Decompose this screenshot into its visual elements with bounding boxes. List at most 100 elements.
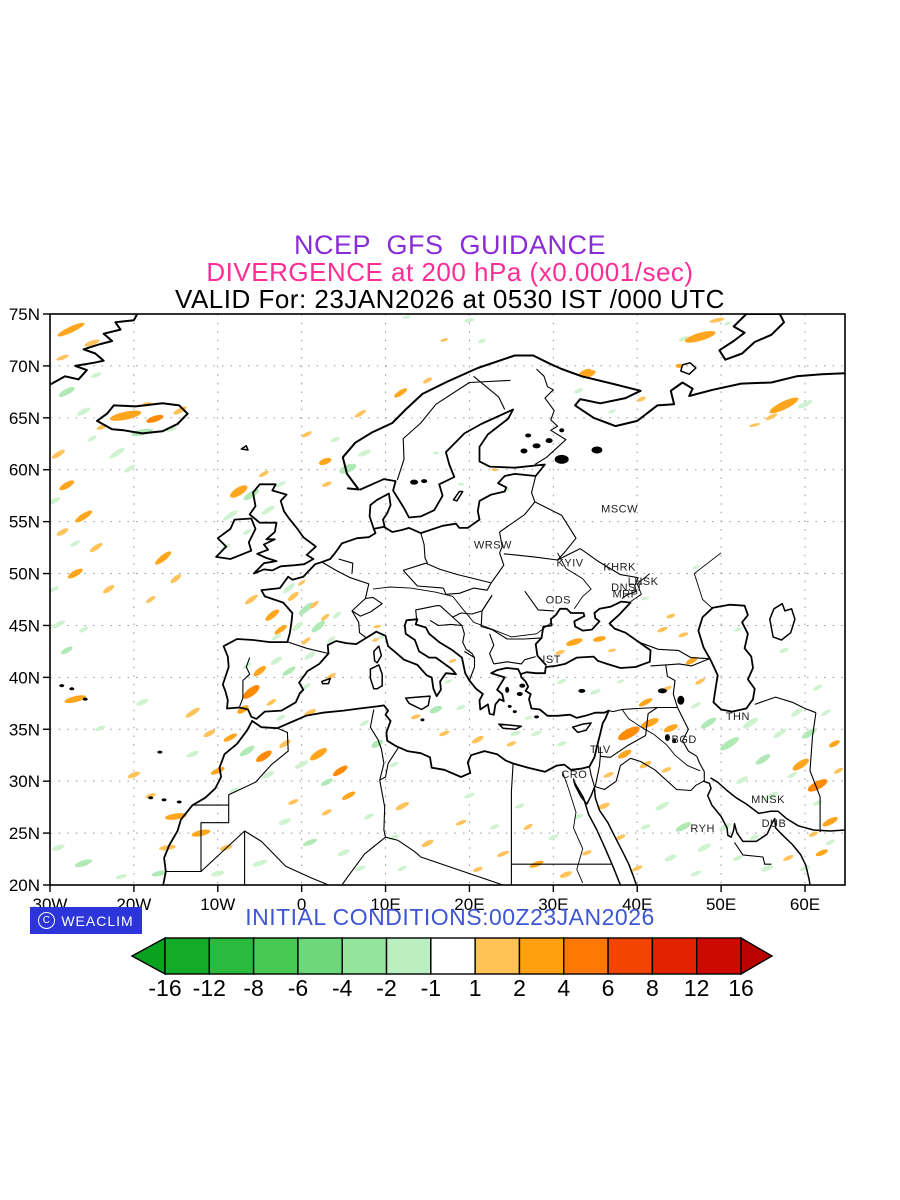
positive-divergence-blob [301, 637, 311, 645]
coastline-path [573, 781, 622, 885]
lat-axis-label: 65N [9, 409, 40, 428]
country-border [594, 746, 601, 787]
positive-divergence-blob [56, 354, 69, 361]
negative-divergence-blob [278, 818, 291, 826]
lake-or-island [591, 446, 603, 454]
positive-divergence-blob [155, 551, 172, 565]
colorbar-label: -8 [243, 975, 263, 1001]
lake-or-island [512, 710, 517, 714]
colorbar-segment [651, 937, 698, 975]
positive-divergence-blob [661, 767, 672, 773]
country-border [608, 706, 678, 713]
positive-divergence-blob [56, 528, 69, 536]
lake-or-island [525, 433, 532, 438]
negative-divergence-blob [478, 338, 486, 344]
positive-divergence-blob [266, 698, 277, 706]
positive-divergence-blob [792, 758, 809, 771]
positive-divergence-blob [638, 698, 653, 707]
positive-divergence-blob [354, 409, 366, 418]
positive-divergence-blob [84, 339, 100, 347]
lon-axis-label: 50E [706, 895, 736, 914]
country-border [677, 707, 705, 782]
country-border [665, 664, 679, 708]
negative-divergence-blob [510, 730, 521, 736]
negative-divergence-blob [90, 372, 102, 379]
country-border [650, 658, 710, 667]
coastline-path [373, 645, 383, 664]
river-line [557, 552, 592, 610]
negative-divergence-blob [697, 843, 712, 852]
coastline-path [498, 723, 523, 731]
lat-axis-label: 75N [9, 305, 40, 324]
positive-divergence-blob [783, 855, 794, 861]
river-line [693, 552, 722, 609]
positive-divergence-blob [223, 733, 238, 742]
positive-divergence-blob [615, 834, 626, 841]
positive-divergence-blob [395, 801, 410, 811]
positive-divergence-blob [523, 823, 533, 830]
negative-divergence-blob [283, 582, 296, 594]
country-border [734, 842, 772, 865]
colorbar-label: 8 [646, 975, 659, 1001]
positive-divergence-blob [373, 624, 382, 629]
country-border [338, 558, 354, 574]
negative-divergence-blob [641, 596, 650, 601]
lake-or-island [505, 686, 510, 693]
negative-divergence-blob [223, 510, 238, 521]
colorbar-label: -1 [421, 975, 441, 1001]
positive-divergence-blob [309, 600, 319, 609]
lake-or-island [534, 715, 540, 719]
country-border [379, 779, 387, 838]
river-line [630, 573, 651, 602]
country-border [228, 727, 289, 806]
lake-or-island [516, 691, 523, 696]
country-border [638, 641, 710, 660]
city-label: KHRK [603, 561, 636, 573]
colorbar-segment [164, 937, 211, 975]
positive-divergence-blob [203, 729, 216, 738]
positive-divergence-blob [640, 718, 659, 728]
positive-divergence-blob [678, 632, 689, 638]
positive-divergence-blob [448, 658, 457, 663]
lon-axis-label: 30E [538, 895, 568, 914]
lon-axis-label: 10W [200, 895, 235, 914]
lat-axis-label: 50N [9, 565, 40, 584]
colorbar-label: -4 [332, 975, 353, 1001]
country-border [534, 501, 577, 561]
positive-divergence-blob [440, 338, 449, 342]
colorbar-segment [474, 937, 521, 975]
negative-divergence-blob [270, 656, 283, 665]
negative-divergence-blob [464, 318, 475, 323]
country-border [626, 707, 658, 747]
lat-axis-label: 20N [9, 876, 40, 895]
lat-axis-label: 45N [9, 616, 40, 635]
negative-divergence-blob [616, 679, 625, 684]
country-border [165, 804, 230, 873]
positive-divergence-blob [326, 672, 336, 680]
coastline-path [96, 402, 189, 435]
lake-or-island [532, 443, 541, 449]
negative-divergence-blob [779, 647, 789, 654]
city-label: LHSK [628, 576, 659, 588]
negative-divergence-blob [377, 635, 386, 639]
negative-divergence-blob [556, 741, 567, 747]
colorbar-segment [563, 937, 609, 975]
lake-or-island [520, 448, 528, 454]
valid-time-label: VALID For: 23JAN2026 at 0530 IST /000 UT… [175, 284, 725, 314]
negative-divergence-blob [514, 803, 525, 809]
colorbar-segment [385, 937, 432, 975]
negative-divergence-blob [764, 791, 779, 800]
coastline-path [680, 362, 697, 375]
positive-divergence-blob [471, 735, 484, 744]
negative-divergence-blob [304, 651, 316, 660]
lat-axis-label: 60N [9, 461, 40, 480]
negative-divergence-blob [330, 436, 340, 443]
negative-divergence-blob [608, 409, 616, 414]
country-border [369, 709, 385, 781]
country-border [461, 625, 475, 658]
coastline-path [571, 722, 592, 734]
country-border [600, 745, 628, 758]
positive-divergence-blob [253, 665, 266, 677]
positive-divergence-blob [603, 772, 614, 778]
